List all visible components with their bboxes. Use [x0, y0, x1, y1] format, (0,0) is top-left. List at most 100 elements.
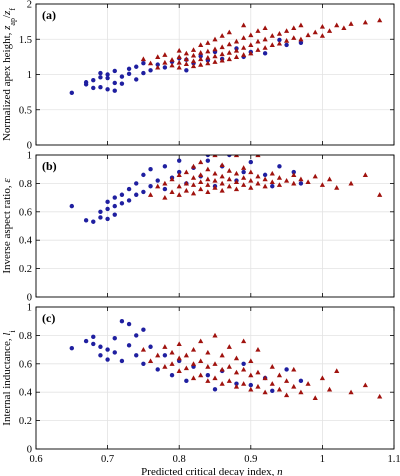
data-point-triangle [319, 375, 325, 381]
data-point-circle [134, 333, 139, 338]
data-point-triangle [262, 176, 268, 182]
data-point-triangle [183, 187, 189, 193]
data-point-triangle [276, 175, 283, 180]
data-point-triangle [233, 179, 240, 185]
data-point-circle [277, 37, 282, 43]
data-point-triangle [190, 190, 197, 196]
data-point-circle [105, 216, 110, 222]
y-tick-label: 1.5 [19, 35, 32, 46]
data-point-triangle [334, 368, 340, 373]
data-point-triangle [190, 182, 197, 187]
y-tick-label: 0 [27, 293, 32, 304]
x-tick-label: 1.1 [387, 454, 400, 465]
data-point-triangle [226, 29, 232, 35]
data-point-triangle [348, 21, 354, 26]
panel-2-frame [35, 154, 395, 298]
data-point-triangle [305, 381, 311, 386]
data-point-triangle [205, 54, 211, 60]
data-point-triangle [298, 176, 304, 182]
data-point-triangle [183, 365, 189, 371]
data-point-triangle [319, 33, 325, 38]
data-point-triangle [241, 338, 247, 344]
data-point-triangle [233, 383, 240, 389]
data-point-triangle [155, 54, 161, 59]
data-point-circle [98, 84, 103, 90]
data-point-triangle [155, 183, 161, 189]
data-point-triangle [219, 352, 225, 358]
y-axis-title: Normalized apex height, zap/zf [1, 8, 17, 141]
data-point-triangle [219, 381, 225, 386]
data-point-triangle [219, 51, 225, 57]
data-point-triangle [248, 50, 254, 56]
data-point-triangle [241, 22, 247, 28]
y-axis-title: Inverse aspect ratio, ε [1, 178, 13, 274]
data-point-triangle [255, 383, 261, 389]
data-point-circle [126, 321, 132, 327]
data-point-circle [126, 198, 132, 203]
data-point-triangle [305, 32, 311, 38]
data-point-circle [112, 212, 117, 217]
y-tick-label: 0.8 [19, 331, 32, 342]
data-point-triangle [291, 383, 297, 389]
data-point-triangle [205, 48, 211, 54]
y-tick-label: 0.8 [19, 179, 32, 190]
data-point-triangle [219, 173, 225, 179]
panel-2-points [69, 155, 383, 224]
data-point-triangle [190, 175, 197, 180]
data-point-circle [119, 358, 125, 364]
data-point-triangle [334, 22, 340, 28]
data-point-triangle [284, 378, 290, 383]
data-point-triangle [212, 361, 218, 366]
data-point-triangle [198, 172, 204, 177]
data-point-triangle [219, 57, 225, 63]
data-point-triangle [190, 58, 197, 64]
data-point-triangle [205, 189, 211, 194]
data-point-triangle [226, 176, 232, 182]
data-point-triangle [140, 347, 146, 352]
data-point-circle [105, 347, 110, 352]
data-point-triangle [312, 395, 318, 400]
x-tick-label: 0.7 [101, 454, 114, 465]
data-point-triangle [212, 53, 218, 59]
data-point-triangle [212, 170, 218, 176]
data-point-circle [119, 319, 125, 324]
data-point-triangle [169, 361, 175, 366]
data-point-circle [212, 387, 218, 392]
data-point-triangle [341, 25, 347, 31]
data-point-circle [262, 172, 268, 178]
data-point-circle [98, 75, 103, 80]
data-point-triangle [255, 369, 261, 375]
data-point-triangle [176, 355, 182, 361]
data-point-triangle [348, 180, 354, 186]
data-point-triangle [233, 369, 240, 375]
data-point-triangle [205, 176, 211, 182]
data-point-circle [169, 372, 175, 378]
data-point-circle [119, 81, 125, 86]
data-point-circle [91, 219, 96, 224]
data-point-triangle [377, 192, 383, 197]
data-point-circle [270, 388, 275, 393]
data-point-circle [284, 42, 289, 48]
data-point-triangle [262, 183, 268, 189]
data-point-triangle [198, 62, 204, 67]
data-point-circle [91, 341, 96, 347]
data-point-circle [205, 372, 211, 378]
data-point-triangle [176, 172, 182, 177]
data-point-triangle [162, 364, 168, 369]
data-point-triangle [169, 62, 175, 68]
y-tick-label: 0.2 [19, 264, 32, 275]
data-point-triangle [248, 372, 254, 378]
data-point-triangle [362, 19, 368, 25]
data-point-triangle [262, 36, 268, 42]
data-point-triangle [205, 378, 211, 383]
x-axis-title: Predicted critical decay index, ncr [141, 466, 289, 476]
data-point-triangle [255, 347, 261, 352]
data-point-circle [91, 85, 96, 91]
data-point-triangle [219, 366, 225, 372]
data-point-triangle [226, 41, 232, 47]
data-point-circle [298, 378, 304, 384]
data-point-triangle [312, 173, 318, 179]
data-point-triangle [183, 352, 189, 358]
data-point-triangle [241, 381, 247, 386]
data-point-triangle [205, 40, 211, 45]
